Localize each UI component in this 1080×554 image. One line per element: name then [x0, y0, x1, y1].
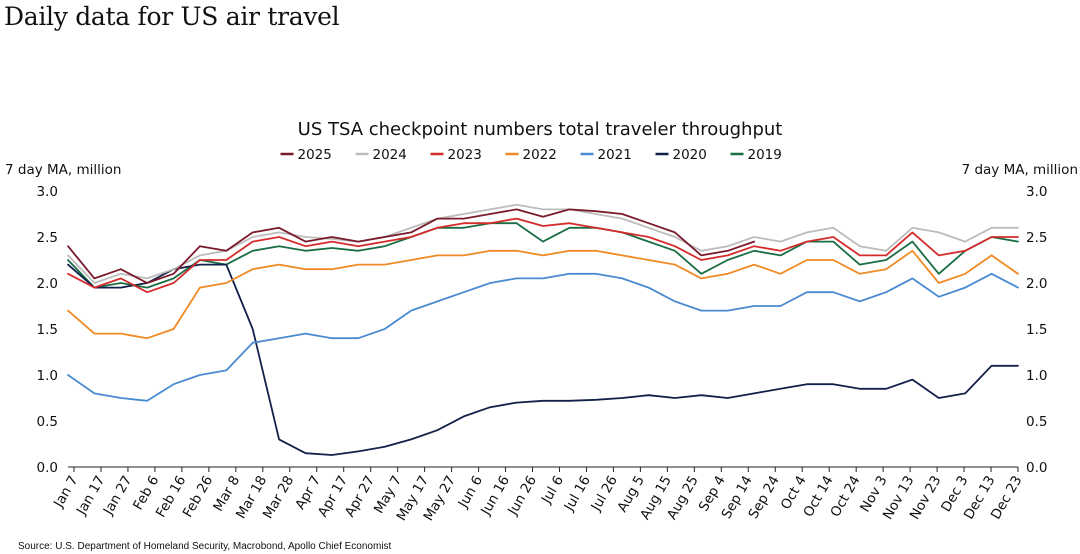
- y-tick-label-right: 0.5: [1026, 414, 1047, 430]
- plot-area: [67, 203, 1019, 456]
- y-tick-label-left: 3.0: [37, 184, 58, 200]
- y-tick-label-left: 2.5: [37, 230, 58, 246]
- y-tick-label-right: 2.5: [1026, 230, 1047, 246]
- y-tick-label-left: 1.0: [37, 368, 58, 384]
- legend-label: 2019: [748, 147, 782, 163]
- legend-label: 2024: [373, 147, 407, 163]
- y-tick-label-right: 1.5: [1026, 322, 1047, 338]
- y-axis-title-right: 7 day MA, million: [962, 162, 1078, 178]
- series-line-2021: [67, 272, 1019, 402]
- y-tick-label-right: 3.0: [1026, 184, 1047, 200]
- y-tick-label-left: 2.0: [37, 276, 58, 292]
- legend-item-2022: 2022: [505, 147, 557, 163]
- series-line-2022: [67, 249, 1019, 340]
- legend-item-2021: 2021: [580, 147, 632, 163]
- y-axis-title-left: 7 day MA, million: [5, 162, 121, 178]
- y-tick-label-left: 1.5: [37, 322, 58, 338]
- y-tick-label-left: 0.5: [37, 414, 58, 430]
- y-tick-label-right: 1.0: [1026, 368, 1047, 384]
- series-line-2025: [67, 208, 755, 284]
- x-tick-label: Jul 16: [561, 473, 594, 515]
- series-line-2023: [67, 217, 1019, 294]
- y-tick-label-right: 2.0: [1026, 276, 1047, 292]
- legend-label: 2022: [523, 147, 557, 163]
- chart-title: US TSA checkpoint numbers total traveler…: [298, 119, 783, 140]
- legend: 2025 2024 2023 2022 2021 2020 2019: [280, 147, 782, 163]
- y-tick-label-left: 0.0: [37, 460, 58, 476]
- legend-label: 2025: [298, 147, 332, 163]
- legend-label: 2021: [598, 147, 632, 163]
- legend-item-2025: 2025: [280, 147, 332, 163]
- series-line-2020: [67, 263, 1019, 456]
- legend-label: 2020: [673, 147, 707, 163]
- y-axis-left: 0.0 0.5 1.0 1.5 2.0 2.5 3.0: [37, 184, 58, 476]
- page-title: Daily data for US air travel: [4, 2, 340, 31]
- legend-label: 2023: [448, 147, 482, 163]
- source-note: Source: U.S. Department of Homeland Secu…: [18, 541, 392, 552]
- y-axis-right: 0.0 0.5 1.0 1.5 2.0 2.5 3.0: [1026, 184, 1047, 476]
- legend-item-2019: 2019: [730, 147, 782, 163]
- legend-item-2020: 2020: [655, 147, 707, 163]
- legend-item-2023: 2023: [430, 147, 482, 163]
- legend-item-2024: 2024: [355, 147, 407, 163]
- y-tick-label-right: 0.0: [1026, 460, 1047, 476]
